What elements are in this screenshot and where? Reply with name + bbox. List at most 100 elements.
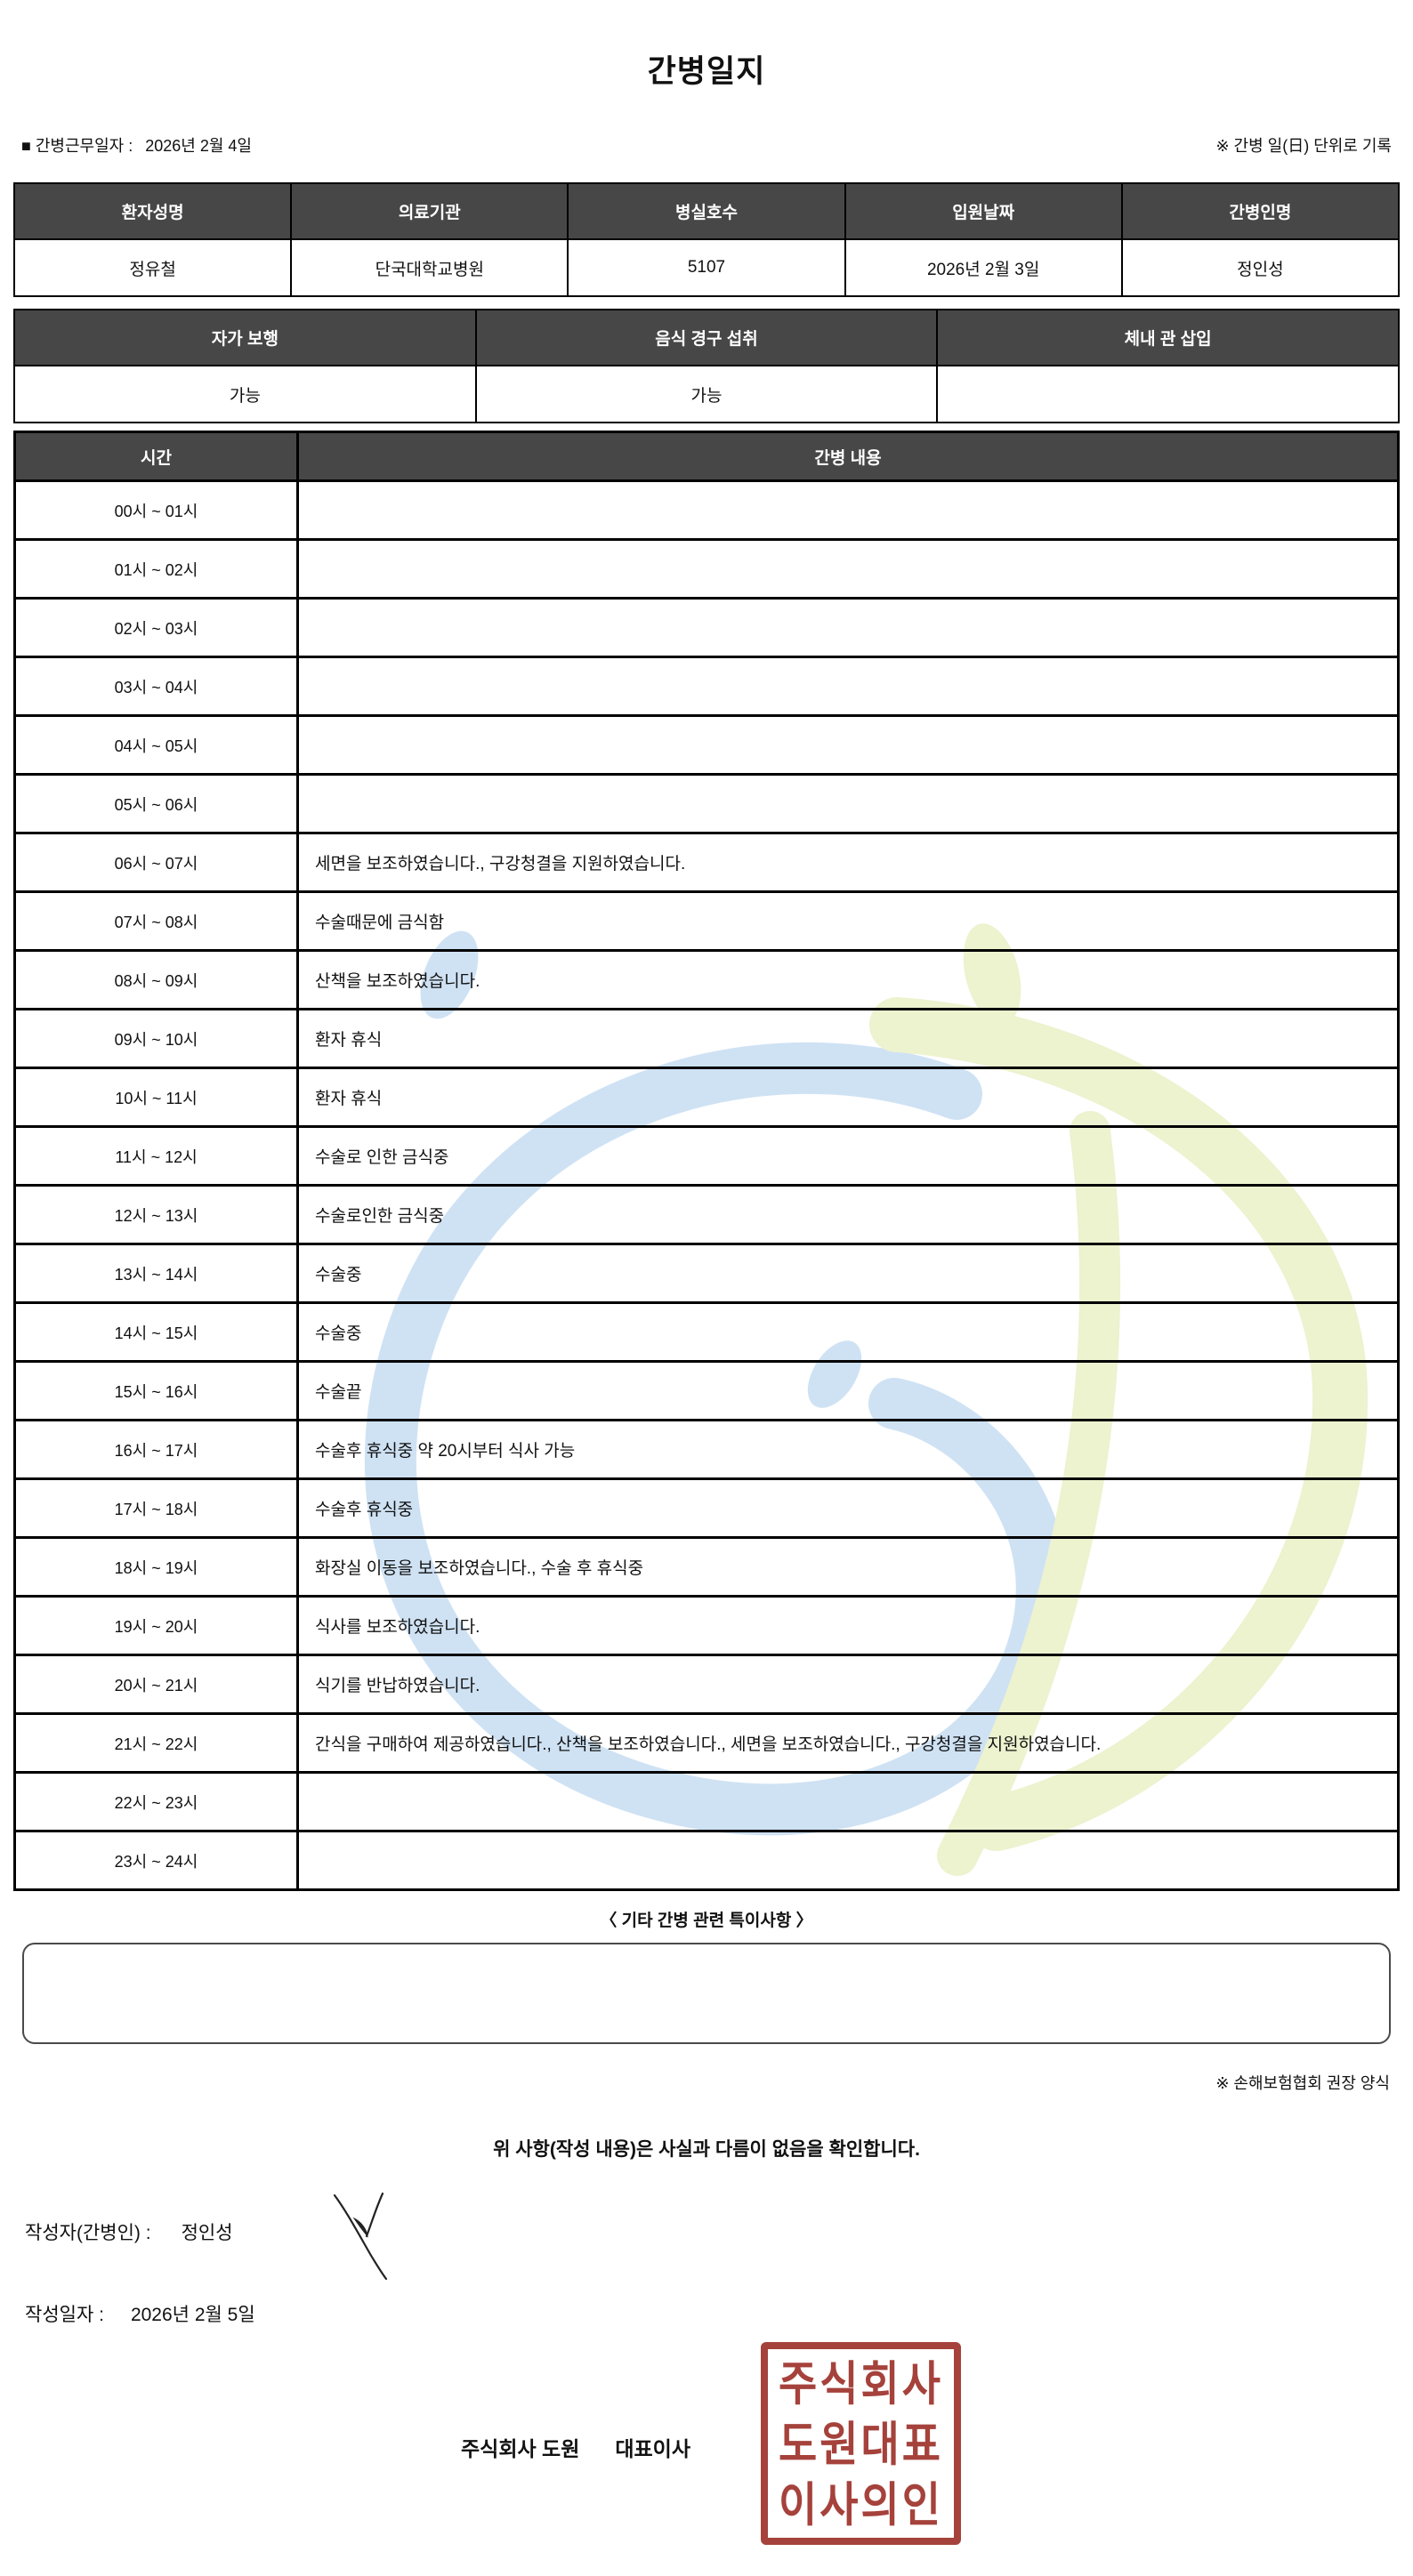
time-cell: 03시 ~ 04시 <box>13 656 299 717</box>
care-content-cell: 식사를 보조하였습니다. <box>296 1595 1400 1656</box>
care-content-cell: 수술로 인한 금식중 <box>296 1125 1400 1187</box>
care-content-cell: 식기를 반납하였습니다. <box>296 1654 1400 1715</box>
value-caregiver-name: 정인성 <box>1120 238 1401 297</box>
care-log-row: 15시 ~ 16시 수술끝 <box>13 1360 1400 1421</box>
time-cell: 17시 ~ 18시 <box>13 1477 299 1539</box>
care-log-row: 16시 ~ 17시 수술후 휴식중 약 20시부터 식사 가능 <box>13 1419 1400 1480</box>
time-cell: 20시 ~ 21시 <box>13 1654 299 1715</box>
header-internal-tube: 체내 관 삽입 <box>936 309 1400 366</box>
written-date-label: 작성일자 : <box>25 2305 104 2325</box>
confirmation-statement: 위 사항(작성 내용)은 사실과 다름이 없음을 확인합니다. <box>493 2139 920 2160</box>
time-cell: 08시 ~ 09시 <box>13 949 299 1010</box>
time-cell: 22시 ~ 23시 <box>13 1771 299 1832</box>
writer-label: 작성자(간병인) : <box>25 2223 151 2243</box>
care-content-cell <box>296 597 1400 658</box>
time-cell: 10시 ~ 11시 <box>13 1067 299 1128</box>
time-cell: 00시 ~ 01시 <box>13 479 299 541</box>
time-cell: 15시 ~ 16시 <box>13 1360 299 1421</box>
time-cell: 01시 ~ 02시 <box>13 538 299 600</box>
seal-line-1: 주식회사 <box>779 2356 943 2410</box>
patient-info-header-row: 환자성명 의료기관 병실호수 입원날짜 간병인명 <box>12 182 1401 240</box>
header-patient-name: 환자성명 <box>12 182 293 240</box>
care-content-cell <box>296 538 1400 600</box>
time-cell: 16시 ~ 17시 <box>13 1419 299 1480</box>
writer-name: 정인성 <box>181 2223 233 2243</box>
care-log-row: 04시 ~ 05시 <box>13 714 1400 776</box>
time-cell: 21시 ~ 22시 <box>13 1712 299 1774</box>
care-log-header-row: 시간 간병 내용 <box>13 431 1400 482</box>
value-admission-date: 2026년 2월 3일 <box>844 238 1123 297</box>
care-content-cell: 화장실 이동을 보조하였습니다., 수술 후 휴식중 <box>296 1536 1400 1598</box>
written-date-line: 작성일자 : 2026년 2월 5일 <box>25 2300 255 2327</box>
care-log-row: 06시 ~ 07시 세면을 보조하였습니다., 구강청결을 지원하였습니다. <box>13 832 1400 893</box>
care-content-cell: 수술끝 <box>296 1360 1400 1421</box>
header-caregiver-name: 간병인명 <box>1120 182 1401 240</box>
header-self-walking: 자가 보행 <box>13 309 477 366</box>
care-content-cell: 수술중 <box>296 1301 1400 1363</box>
value-oral-intake: 가능 <box>474 365 939 423</box>
time-cell: 13시 ~ 14시 <box>13 1243 299 1304</box>
header-room-number: 병실호수 <box>567 182 846 240</box>
condition-table: 자가 보행 음식 경구 섭취 체내 관 삽입 가능 가능 <box>13 309 1400 423</box>
care-content-cell: 산책을 보조하였습니다. <box>296 949 1400 1010</box>
care-content-cell <box>296 714 1400 776</box>
care-log-row: 11시 ~ 12시 수술로 인한 금식중 <box>13 1125 1400 1187</box>
time-cell: 06시 ~ 07시 <box>13 832 299 893</box>
care-content-cell: 환자 휴식 <box>296 1008 1400 1069</box>
time-cell: 14시 ~ 15시 <box>13 1301 299 1363</box>
time-cell: 12시 ~ 13시 <box>13 1184 299 1245</box>
seal-line-3: 이사의인 <box>779 2477 943 2531</box>
signature-mark <box>333 2192 388 2281</box>
care-log-row: 09시 ~ 10시 환자 휴식 <box>13 1008 1400 1069</box>
care-log-row: 10시 ~ 11시 환자 휴식 <box>13 1067 1400 1128</box>
time-cell: 07시 ~ 08시 <box>13 890 299 952</box>
care-log-row: 20시 ~ 21시 식기를 반납하였습니다. <box>13 1654 1400 1715</box>
care-log-row: 17시 ~ 18시 수술후 휴식중 <box>13 1477 1400 1539</box>
care-log-table: 시간 간병 내용 00시 ~ 01시 01시 ~ 02시 02시 ~ 03시 0… <box>13 431 1400 1891</box>
care-log-row: 01시 ~ 02시 <box>13 538 1400 600</box>
value-internal-tube <box>936 365 1400 423</box>
care-content-cell: 수술때문에 금식함 <box>296 890 1400 952</box>
record-unit-note: ※ 간병 일(日) 단위로 기록 <box>1215 137 1392 155</box>
header-admission-date: 입원날짜 <box>844 182 1123 240</box>
value-room-number: 5107 <box>567 238 846 297</box>
header-care-content: 간병 내용 <box>296 431 1400 482</box>
care-content-cell: 세면을 보조하였습니다., 구강청결을 지원하였습니다. <box>296 832 1400 893</box>
value-patient-name: 정유철 <box>12 238 293 297</box>
care-log-row: 13시 ~ 14시 수술중 <box>13 1243 1400 1304</box>
time-cell: 02시 ~ 03시 <box>13 597 299 658</box>
page-title: 간병일지 <box>647 54 766 89</box>
time-cell: 05시 ~ 06시 <box>13 773 299 834</box>
care-log-row: 12시 ~ 13시 수술로인한 금식중 <box>13 1184 1400 1245</box>
company-name: 주식회사 도원 <box>461 2437 580 2460</box>
header-oral-intake: 음식 경구 섭취 <box>474 309 939 366</box>
care-log-row: 14시 ~ 15시 수술중 <box>13 1301 1400 1363</box>
care-content-cell: 수술후 휴식중 <box>296 1477 1400 1539</box>
corporate-seal-stamp: 주식회사 도원대표 이사의인 <box>761 2342 961 2545</box>
care-content-cell <box>296 479 1400 541</box>
condition-value-row: 가능 가능 <box>13 365 1400 423</box>
care-log-row: 02시 ~ 03시 <box>13 597 1400 658</box>
care-log-row: 00시 ~ 01시 <box>13 479 1400 541</box>
care-content-cell <box>296 1771 1400 1832</box>
care-content-cell: 간식을 구매하여 제공하였습니다., 산책을 보조하였습니다., 세면을 보조하… <box>296 1712 1400 1774</box>
meta-row: ■ 간병근무일자 : 2026년 2월 4일 ※ 간병 일(日) 단위로 기록 <box>21 133 1392 157</box>
value-medical-institution: 단국대학교병원 <box>290 238 569 297</box>
writer-line: 작성자(간병인) : 정인성 <box>25 2218 233 2245</box>
care-content-cell <box>296 773 1400 834</box>
header-time: 시간 <box>13 431 299 482</box>
company-line: 주식회사 도원 대표이사 <box>461 2432 690 2462</box>
value-self-walking: 가능 <box>13 365 477 423</box>
care-content-cell: 수술후 휴식중 약 20시부터 식사 가능 <box>296 1419 1400 1480</box>
work-date-value: 2026년 2월 4일 <box>145 137 252 155</box>
time-cell: 19시 ~ 20시 <box>13 1595 299 1656</box>
care-log-row: 23시 ~ 24시 <box>13 1830 1400 1891</box>
care-content-cell: 환자 휴식 <box>296 1067 1400 1128</box>
condition-header-row: 자가 보행 음식 경구 섭취 체내 관 삽입 <box>13 309 1400 366</box>
time-cell: 04시 ~ 05시 <box>13 714 299 776</box>
patient-info-value-row: 정유철 단국대학교병원 5107 2026년 2월 3일 정인성 <box>12 238 1401 297</box>
seal-line-2: 도원대표 <box>779 2417 943 2470</box>
time-cell: 11시 ~ 12시 <box>13 1125 299 1187</box>
care-log-row: 07시 ~ 08시 수술때문에 금식함 <box>13 890 1400 952</box>
care-log-row: 05시 ~ 06시 <box>13 773 1400 834</box>
